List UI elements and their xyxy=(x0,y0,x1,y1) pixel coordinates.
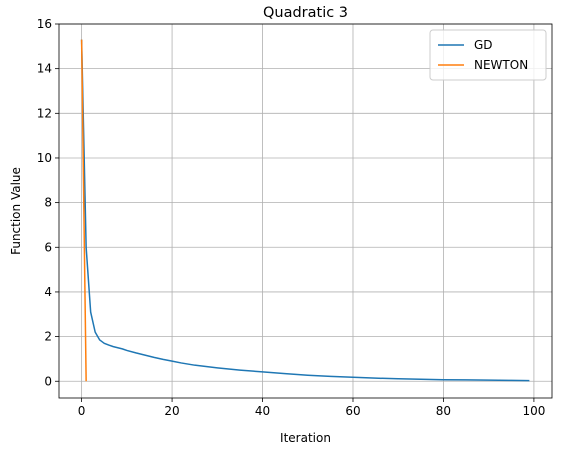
x-tick-label: 20 xyxy=(164,404,179,418)
x-axis-label: Iteration xyxy=(280,431,331,445)
y-tick-label: 16 xyxy=(37,17,52,31)
y-tick-label: 14 xyxy=(37,62,52,76)
x-tick-label: 40 xyxy=(255,404,270,418)
series-line-newton xyxy=(80,39,87,382)
series-layer xyxy=(80,39,530,382)
legend-label: GD xyxy=(474,38,493,52)
y-tick-label: 4 xyxy=(44,285,52,299)
y-tick-label: 6 xyxy=(44,240,52,254)
legend: GD NEWTON xyxy=(429,29,547,81)
y-tick-label: 8 xyxy=(44,196,52,210)
x-tick-label: 60 xyxy=(345,404,360,418)
y-tick-label: 2 xyxy=(44,330,52,344)
plot-frame xyxy=(58,23,553,399)
x-tick-label: 80 xyxy=(436,404,451,418)
y-tick-label: 10 xyxy=(37,151,52,165)
y-tick-label: 12 xyxy=(37,106,52,120)
x-axis: 0 20 40 60 80 100 xyxy=(78,398,545,418)
x-tick-label: 0 xyxy=(78,404,86,418)
chart-title: Quadratic 3 xyxy=(263,5,348,21)
series-line-gd xyxy=(80,39,530,382)
y-tick-label: 0 xyxy=(44,374,52,388)
y-axis: 0 2 4 6 8 10 12 14 16 xyxy=(37,17,59,388)
legend-box xyxy=(429,29,547,81)
x-tick-label: 100 xyxy=(522,404,545,418)
y-axis-label: Function Value xyxy=(9,167,23,255)
legend-label: NEWTON xyxy=(474,58,528,72)
